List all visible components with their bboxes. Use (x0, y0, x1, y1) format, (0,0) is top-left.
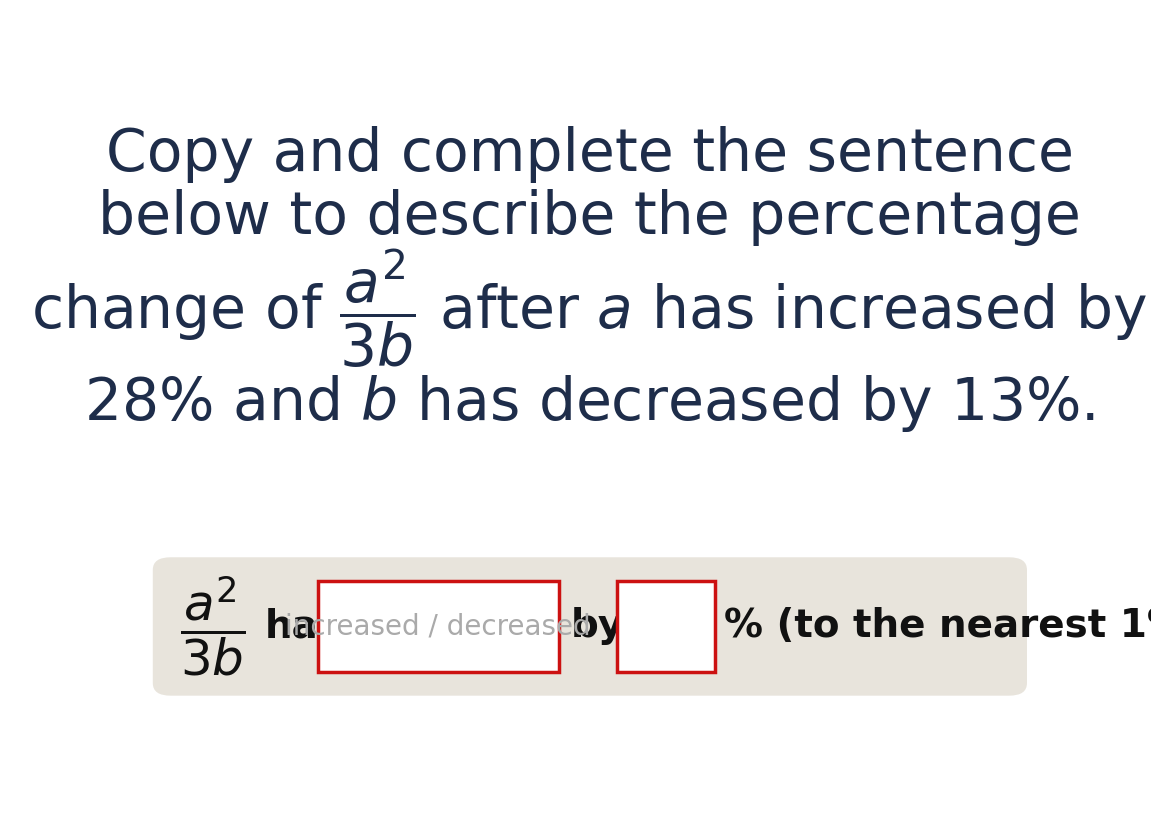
Text: % (to the nearest 1%): % (to the nearest 1%) (724, 608, 1151, 645)
Text: $\dfrac{a^2}{3b}$: $\dfrac{a^2}{3b}$ (180, 574, 245, 678)
FancyBboxPatch shape (318, 581, 558, 672)
Text: increased / decreased: increased / decreased (285, 613, 592, 641)
Text: by: by (570, 608, 624, 645)
Text: 28% and $b$ has decreased by 13%.: 28% and $b$ has decreased by 13%. (84, 373, 1096, 434)
Text: has: has (265, 608, 341, 645)
Text: Copy and complete the sentence: Copy and complete the sentence (106, 126, 1074, 183)
FancyBboxPatch shape (153, 557, 1027, 696)
Text: change of $\dfrac{a^2}{3b}$ after $a$ has increased by: change of $\dfrac{a^2}{3b}$ after $a$ ha… (31, 248, 1149, 370)
FancyBboxPatch shape (617, 581, 715, 672)
Text: below to describe the percentage: below to describe the percentage (99, 189, 1081, 246)
